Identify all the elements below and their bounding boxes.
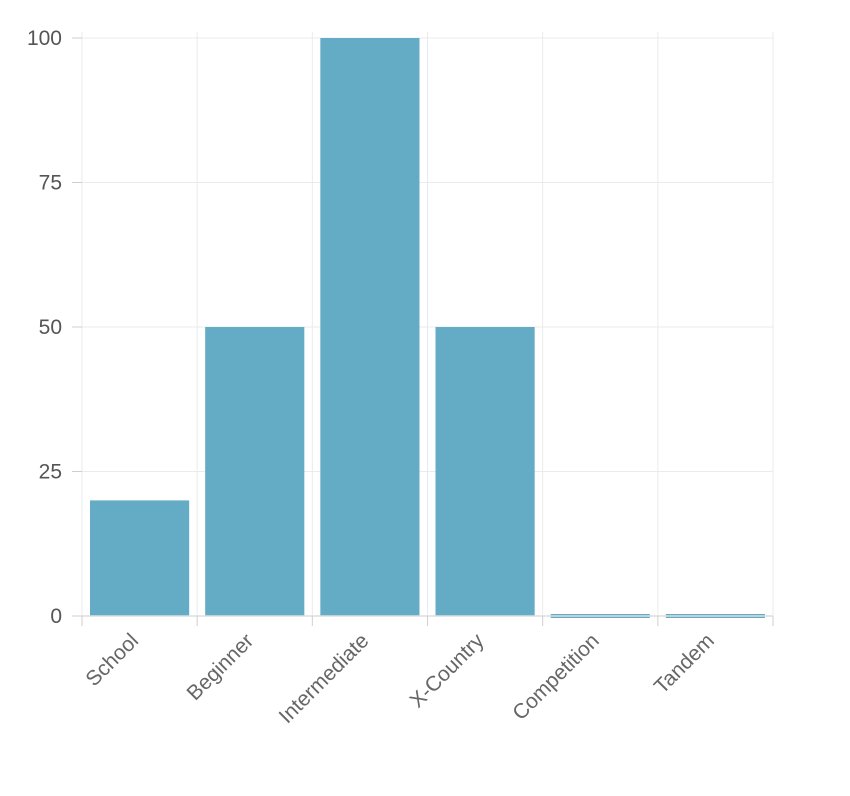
x-axis-ticks: School Beginner Intermediate X-Country Compe… <box>81 616 774 728</box>
x-tick-label: Intermediate <box>275 629 374 728</box>
x-tick-label: X-Country <box>406 629 489 712</box>
x-tick-label: Tandem <box>650 629 719 698</box>
x-tick-label: Competition <box>508 629 604 725</box>
y-tick-label: 25 <box>39 461 62 484</box>
x-tick-label: Beginner <box>183 629 259 705</box>
bars <box>90 38 765 618</box>
y-tick-label: 100 <box>27 27 62 50</box>
y-tick-label: 50 <box>39 316 62 339</box>
bar-school[interactable] <box>90 500 190 616</box>
bar-beginner[interactable] <box>205 327 305 616</box>
y-axis-ticks: 0 25 50 75 100 <box>27 27 82 628</box>
bar-intermediate[interactable] <box>320 38 420 616</box>
y-tick-label: 75 <box>39 172 62 195</box>
grid <box>81 32 774 616</box>
bar-x-country[interactable] <box>435 327 535 616</box>
x-tick-label: School <box>81 629 143 691</box>
y-tick-label: 0 <box>50 605 62 628</box>
